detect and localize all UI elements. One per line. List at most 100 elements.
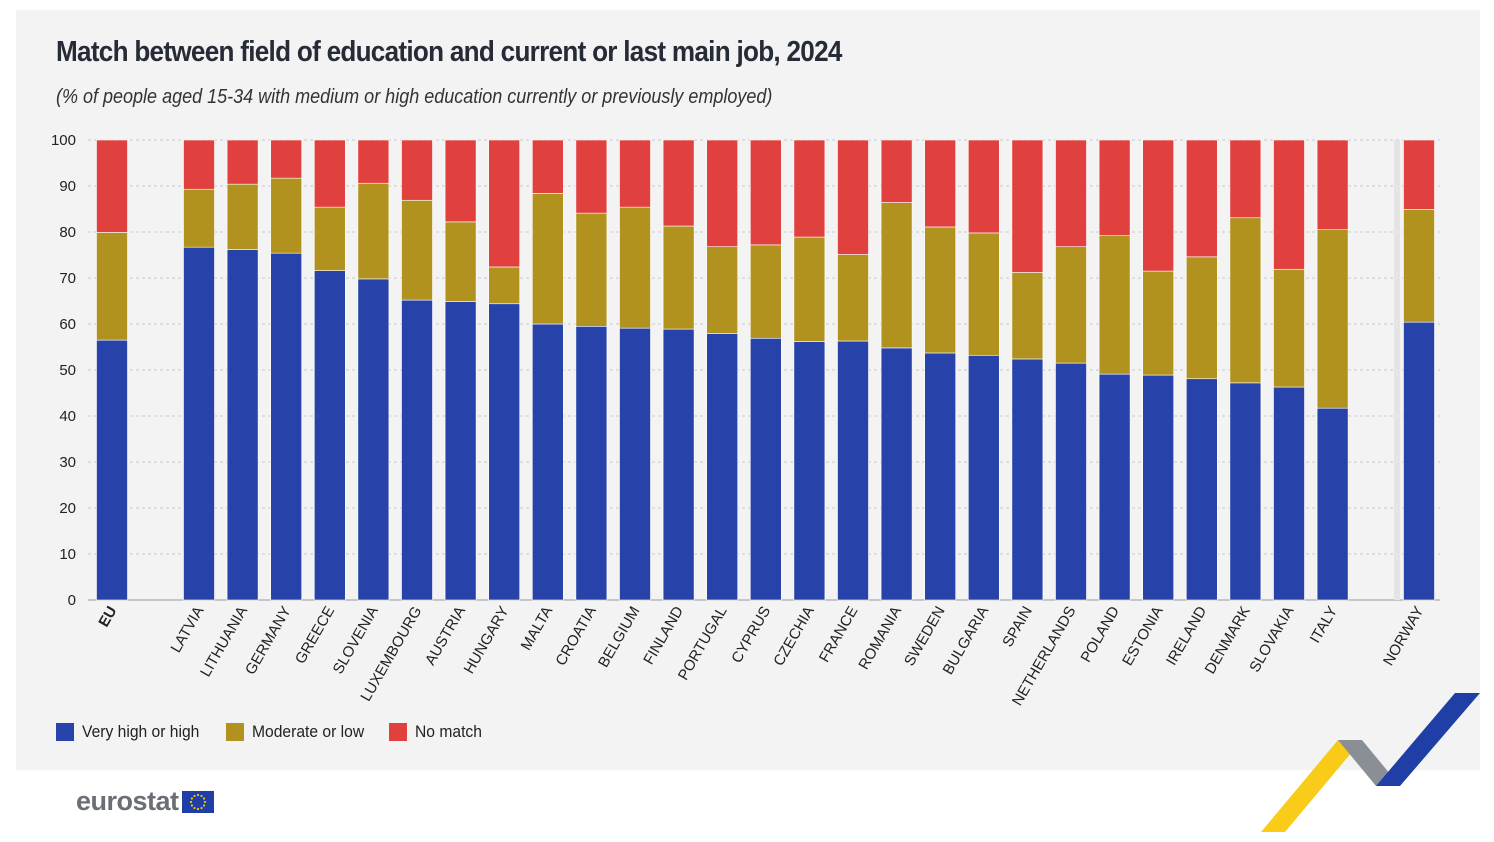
flag-star	[202, 803, 205, 807]
bar-norway-moderate-or-low	[1403, 209, 1435, 323]
bar-slovakia-no-match	[1273, 139, 1305, 270]
y-tick-label-40: 40	[59, 408, 76, 425]
x-label-austria: AUSTRIA	[422, 604, 469, 669]
eu-flag-icon	[181, 790, 214, 813]
bar-ireland-moderate-or-low	[1186, 256, 1218, 380]
bar-malta-very-high-or-high	[531, 323, 564, 601]
bar-romania-no-match	[880, 139, 913, 203]
y-axis-ticks: 0 10 20 30 40 50 60 70 80 90 100	[51, 132, 76, 609]
bar-malta-no-match	[531, 139, 564, 194]
legend-label-no-match: No match	[415, 722, 483, 741]
flag-star	[196, 807, 199, 810]
x-label-belgium: BELGIUM	[595, 604, 643, 671]
bar-belgium-very-high-or-high	[619, 327, 651, 601]
bar-cyprus-very-high-or-high	[749, 337, 782, 601]
bar-poland-moderate-or-low	[1098, 235, 1131, 375]
bar-slovenia-moderate-or-low	[357, 182, 390, 280]
bar-luxembourg-moderate-or-low	[401, 199, 433, 301]
x-label-cyprus: CYPRUS	[728, 604, 774, 667]
bar-norway-very-high-or-high	[1403, 321, 1435, 601]
bars	[96, 139, 1435, 601]
x-label-slovakia: SLOVAKIA	[1246, 604, 1297, 676]
bar-cyprus-moderate-or-low	[749, 244, 782, 339]
x-label-france: FRANCE	[816, 604, 862, 666]
flag-star	[199, 806, 203, 809]
bar-portugal-no-match	[706, 139, 739, 248]
norway-separator	[1394, 140, 1400, 600]
bar-finland-moderate-or-low	[662, 225, 695, 330]
bar-latvia-very-high-or-high	[183, 246, 215, 601]
bar-estonia-no-match	[1142, 139, 1174, 272]
bar-belgium-no-match	[619, 139, 651, 208]
bar-ireland-no-match	[1186, 139, 1218, 258]
bar-luxembourg-very-high-or-high	[401, 299, 433, 601]
x-label-malta: MALTA	[518, 604, 557, 654]
bar-italy-very-high-or-high	[1316, 407, 1349, 601]
x-axis-labels: EU LATVIALITHUANIAGERMANYGREECESLOVENIALU…	[95, 603, 1427, 708]
bar-sweden-very-high-or-high	[924, 352, 957, 601]
y-tick-label-0: 0	[68, 592, 76, 609]
bar-lithuania-very-high-or-high	[226, 249, 259, 601]
bar-denmark-moderate-or-low	[1229, 217, 1262, 384]
bar-france-very-high-or-high	[837, 340, 869, 601]
bar-spain-very-high-or-high	[1011, 358, 1044, 601]
legend: Very high or high Moderate or low No mat…	[56, 722, 504, 742]
legend-swatch-moderate	[225, 723, 244, 741]
bar-estonia-moderate-or-low	[1142, 270, 1174, 376]
yellow-chevron-shape	[1261, 740, 1362, 832]
bar-hungary-very-high-or-high	[488, 303, 521, 601]
bar-greece-very-high-or-high	[313, 270, 346, 601]
bar-spain-no-match	[1011, 139, 1044, 273]
bar-spain-moderate-or-low	[1011, 272, 1044, 360]
x-label-poland: POLAND	[1077, 603, 1123, 665]
bar-finland-no-match	[662, 139, 695, 227]
y-tick-label-100: 100	[51, 132, 76, 149]
bar-germany-no-match	[270, 139, 303, 179]
bar-eu-no-match	[96, 139, 128, 233]
bar-romania-very-high-or-high	[880, 347, 913, 601]
bar-latvia-moderate-or-low	[183, 188, 215, 248]
bar-netherlands-very-high-or-high	[1055, 362, 1087, 601]
bar-hungary-moderate-or-low	[488, 266, 521, 305]
bar-portugal-very-high-or-high	[706, 333, 739, 601]
bar-austria-very-high-or-high	[444, 301, 477, 601]
x-label-romania: ROMANIA	[855, 604, 905, 673]
bar-denmark-very-high-or-high	[1229, 382, 1262, 601]
bar-france-no-match	[837, 139, 869, 255]
bar-lithuania-moderate-or-low	[226, 183, 259, 250]
flag-star	[190, 803, 193, 807]
flag-star	[192, 794, 196, 797]
bar-greece-moderate-or-low	[313, 206, 346, 271]
bar-czechia-no-match	[793, 139, 826, 238]
x-label-hungary: HUNGARY	[461, 604, 513, 677]
y-tick-label-90: 90	[59, 178, 76, 195]
blue-chevron-shape	[1376, 693, 1480, 786]
bar-latvia-no-match	[183, 139, 215, 190]
bar-norway-no-match	[1403, 139, 1435, 210]
flag-star	[203, 800, 206, 803]
y-tick-label-20: 20	[59, 500, 76, 517]
bar-czechia-very-high-or-high	[793, 341, 826, 601]
y-tick-label-60: 60	[59, 316, 76, 333]
bar-bulgaria-very-high-or-high	[967, 354, 1000, 601]
chart-title: Match between field of education and cur…	[56, 36, 842, 68]
bar-belgium-moderate-or-low	[619, 206, 651, 329]
x-label-finland: FINLAND	[640, 603, 687, 667]
bar-germany-moderate-or-low	[270, 177, 303, 254]
bar-hungary-no-match	[488, 139, 521, 268]
bar-austria-no-match	[444, 139, 477, 223]
legend-item-very-high: Very high or high	[56, 722, 210, 742]
bar-france-moderate-or-low	[837, 254, 869, 342]
bar-malta-moderate-or-low	[531, 193, 564, 325]
chart-subtitle: (% of people aged 15-34 with medium or h…	[56, 86, 773, 108]
x-label-greece: GREECE	[292, 604, 338, 667]
x-label-bulgaria: BULGARIA	[940, 604, 993, 678]
x-label-germany: GERMANY	[242, 604, 295, 678]
bar-romania-moderate-or-low	[880, 202, 913, 349]
legend-label-moderate: Moderate or low	[251, 722, 364, 741]
flag-star	[199, 794, 203, 797]
bar-netherlands-no-match	[1055, 139, 1087, 248]
bar-estonia-very-high-or-high	[1142, 374, 1174, 601]
bar-italy-moderate-or-low	[1316, 229, 1349, 409]
